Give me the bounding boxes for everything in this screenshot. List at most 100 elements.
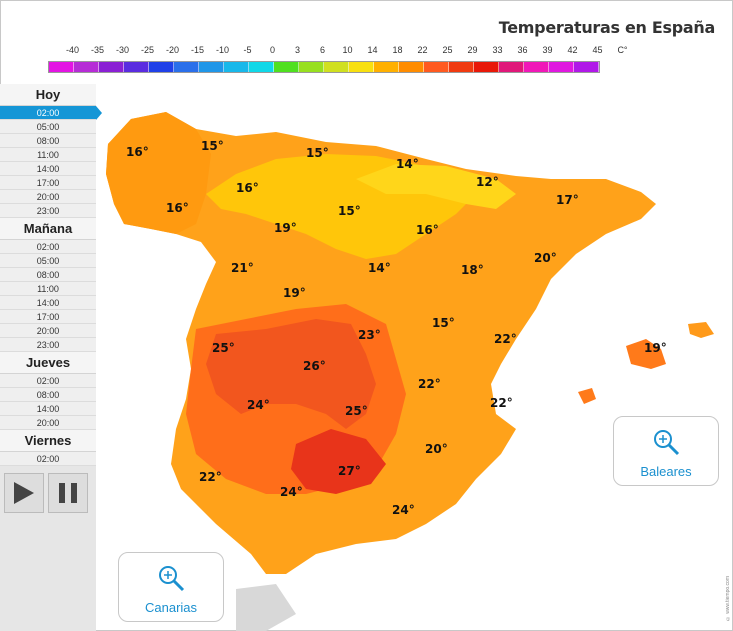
legend-swatch [74,62,99,72]
temperature-value: 16° [126,145,149,159]
legend-label: 33 [492,45,503,55]
legend-label: 0 [269,45,275,55]
temperature-value: 26° [303,359,326,373]
spain-temperature-map[interactable]: 16° 15° 15° 14° 12° 16° 17° 16° 15° 19° 16° 20° 21° 1… [96,84,726,631]
legend-swatch [49,62,74,72]
temperature-value: 24° [280,485,303,499]
canarias-zoom-button[interactable]: Canarias [118,552,224,622]
legend-swatch [474,62,499,72]
temperature-value: 14° [368,261,391,275]
zoom-in-icon [159,566,185,592]
temperature-value: 24° [392,503,415,517]
time-slot[interactable]: 08:00 [0,268,96,282]
time-slot[interactable]: 20:00 [0,190,96,204]
temperature-value: 20° [425,442,448,456]
time-slot[interactable]: 05:00 [0,254,96,268]
legend-label: 18 [392,45,403,55]
time-slot[interactable]: 14:00 [0,296,96,310]
temperature-labels: 16° 15° 15° 14° 12° 16° 17° 16° 15° 19° 16° 20° 21° 1… [126,139,667,517]
legend-swatch [574,62,599,72]
legend-swatch [249,62,274,72]
legend-label: -10 [215,45,229,55]
temperature-value: 27° [338,464,361,478]
legend-label: -35 [90,45,104,55]
time-slot[interactable]: 20:00 [0,324,96,338]
legend-label: 39 [542,45,553,55]
temperature-value: 15° [432,316,455,330]
temperature-value: 16° [416,223,439,237]
legend-swatch [499,62,524,72]
temperature-value: 16° [236,181,259,195]
time-slot[interactable]: 02:00 [0,240,96,254]
legend-swatch [324,62,349,72]
legend-label: 42 [567,45,578,55]
legend-labels: -40 -35 -30 -25 -20 -15 -10 -5 0 3 6 10 14 18 22 25 29 33… [48,45,628,59]
legend-swatch [274,62,299,72]
legend-swatch [449,62,474,72]
temperature-value: 24° [247,398,270,412]
baleares-label: Baleares [640,464,692,479]
legend-label: 14 [367,45,378,55]
legend-label: 3 [294,45,300,55]
temperature-value: 19° [274,221,297,235]
temperature-value: 23° [358,328,381,342]
play-button[interactable] [4,473,44,513]
pause-button[interactable] [48,473,88,513]
time-slot[interactable]: 17:00 [0,176,96,190]
mallorca-shape [626,339,666,369]
temperature-value: 21° [231,261,254,275]
copyright: © www.tiempo.com [725,575,731,621]
legend-swatch [299,62,324,72]
legend-swatch [549,62,574,72]
time-slot[interactable]: 08:00 [0,388,96,402]
time-slot[interactable]: 14:00 [0,402,96,416]
time-slot[interactable]: 05:00 [0,120,96,134]
canarias-label: Canarias [144,600,198,615]
temperature-value: 15° [306,146,329,160]
time-slot[interactable]: 02:00 [0,374,96,388]
baleares-zoom-button[interactable]: Baleares [613,416,719,486]
legend-label: 6 [319,45,325,55]
zoom-in-icon [654,430,680,456]
pause-icon [59,483,77,503]
temperature-value: 19° [644,341,667,355]
temperature-value: 22° [490,396,513,410]
day-header: Viernes [0,430,96,452]
time-slot[interactable]: 23:00 [0,338,96,352]
page-title: Temperaturas en España [498,18,716,37]
time-slot[interactable]: 02:00 [0,106,102,120]
time-slot[interactable]: 11:00 [0,282,96,296]
legend-swatch [99,62,124,72]
legend-label: 29 [467,45,478,55]
time-slot[interactable]: 08:00 [0,134,96,148]
legend-swatch [174,62,199,72]
legend-swatch [124,62,149,72]
temperature-value: 25° [345,404,368,418]
time-slot[interactable]: 14:00 [0,162,96,176]
legend-swatch [524,62,549,72]
time-slot[interactable]: 11:00 [0,148,96,162]
time-slot[interactable]: 17:00 [0,310,96,324]
temperature-value: 15° [201,139,224,153]
day-header: Hoy [0,84,96,106]
day-header: Mañana [0,218,96,240]
legend-label: 10 [342,45,353,55]
temperature-value: 22° [199,470,222,484]
temperature-value: 25° [212,341,235,355]
temperature-value: 12° [476,175,499,189]
time-slot[interactable]: 02:00 [0,452,96,466]
legend-label: -30 [115,45,129,55]
time-slot[interactable]: 23:00 [0,204,96,218]
legend-label: -20 [165,45,179,55]
ibiza-shape [578,388,596,404]
legend-label: 45 [592,45,603,55]
time-slot[interactable]: 20:00 [0,416,96,430]
guadalquivir-hot-zone [291,429,386,494]
north-africa-hint [236,584,296,631]
legend-label: 36 [517,45,528,55]
temperature-value: 22° [494,332,517,346]
temperature-value: 16° [166,201,189,215]
legend-swatch [199,62,224,72]
legend-swatch [349,62,374,72]
legend-label: -5 [243,45,252,55]
